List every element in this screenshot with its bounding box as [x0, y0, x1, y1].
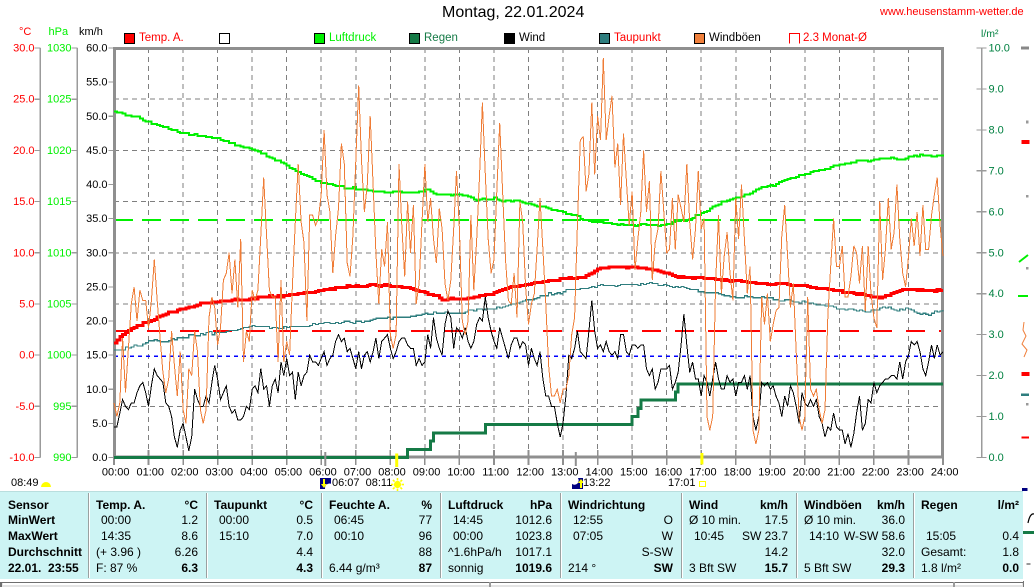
svg-text:15.0: 15.0 [86, 350, 107, 362]
svg-text:1010: 1010 [47, 247, 71, 259]
svg-text:1005: 1005 [47, 298, 71, 310]
svg-text:25.0: 25.0 [86, 281, 107, 293]
svg-text:1.0: 1.0 [989, 411, 1004, 423]
svg-text:18:00: 18:00 [724, 467, 752, 479]
svg-text:03:00: 03:00 [206, 467, 234, 479]
svg-text:30.0: 30.0 [13, 43, 34, 55]
svg-text:10.0: 10.0 [13, 247, 34, 259]
svg-text:08:00: 08:00 [378, 467, 406, 479]
svg-text:13:00: 13:00 [551, 467, 579, 479]
svg-text:19:00: 19:00 [758, 467, 786, 479]
svg-text:1015: 1015 [47, 196, 71, 208]
svg-text:1020: 1020 [47, 145, 71, 157]
svg-text:2.0: 2.0 [989, 370, 1004, 382]
svg-text:23:00: 23:00 [896, 467, 924, 479]
svg-text:45.0: 45.0 [86, 145, 107, 157]
svg-text:00:00: 00:00 [102, 467, 130, 479]
svg-text:995: 995 [53, 401, 71, 413]
svg-text:17:00: 17:00 [689, 467, 717, 479]
svg-text:09:00: 09:00 [413, 467, 441, 479]
svg-text:07:00: 07:00 [344, 467, 372, 479]
svg-text:35.0: 35.0 [86, 213, 107, 225]
svg-text:11:00: 11:00 [482, 467, 509, 479]
svg-text:24:00: 24:00 [931, 467, 959, 479]
svg-text:-10.0: -10.0 [9, 452, 34, 464]
svg-text:6.0: 6.0 [989, 206, 1004, 218]
svg-text:3.0: 3.0 [989, 329, 1004, 341]
svg-text:5.0: 5.0 [92, 418, 107, 430]
svg-text:30.0: 30.0 [86, 247, 107, 259]
svg-text:10.0: 10.0 [989, 43, 1010, 55]
svg-text:01:00: 01:00 [136, 467, 164, 479]
svg-text:14:00: 14:00 [586, 467, 614, 479]
svg-text:22:00: 22:00 [862, 467, 890, 479]
svg-text:7.0: 7.0 [989, 165, 1004, 177]
svg-text:20.0: 20.0 [86, 316, 107, 328]
svg-text:0.0: 0.0 [19, 350, 34, 362]
svg-text:50.0: 50.0 [86, 111, 107, 123]
svg-text:9.0: 9.0 [989, 83, 1004, 95]
svg-text:0.0: 0.0 [92, 452, 107, 464]
svg-text:20.0: 20.0 [13, 145, 34, 157]
svg-text:60.0: 60.0 [86, 43, 107, 55]
svg-text:05:00: 05:00 [275, 467, 303, 479]
svg-text:1030: 1030 [47, 43, 71, 55]
svg-text:16:00: 16:00 [655, 467, 683, 479]
svg-text:02:00: 02:00 [171, 467, 199, 479]
svg-text:-5.0: -5.0 [16, 401, 35, 413]
svg-text:5.0: 5.0 [989, 247, 1004, 259]
svg-text:1000: 1000 [47, 350, 71, 362]
svg-text:40.0: 40.0 [86, 179, 107, 191]
svg-text:20:00: 20:00 [793, 467, 821, 479]
svg-text:15:00: 15:00 [620, 467, 648, 479]
svg-text:5.0: 5.0 [19, 298, 34, 310]
svg-text:10.0: 10.0 [86, 384, 107, 396]
svg-text:15.0: 15.0 [13, 196, 34, 208]
svg-text:25.0: 25.0 [13, 94, 34, 106]
svg-text:21:00: 21:00 [827, 467, 855, 479]
svg-text:0.0: 0.0 [989, 452, 1004, 464]
svg-text:8.0: 8.0 [989, 124, 1004, 136]
svg-text:12:00: 12:00 [516, 467, 544, 479]
svg-text:55.0: 55.0 [86, 77, 107, 89]
svg-text:4.0: 4.0 [989, 288, 1004, 300]
svg-text:06:00: 06:00 [309, 467, 337, 479]
svg-text:10:00: 10:00 [447, 467, 475, 479]
svg-text:990: 990 [53, 452, 71, 464]
svg-text:1025: 1025 [47, 94, 71, 106]
svg-text:04:00: 04:00 [240, 467, 268, 479]
